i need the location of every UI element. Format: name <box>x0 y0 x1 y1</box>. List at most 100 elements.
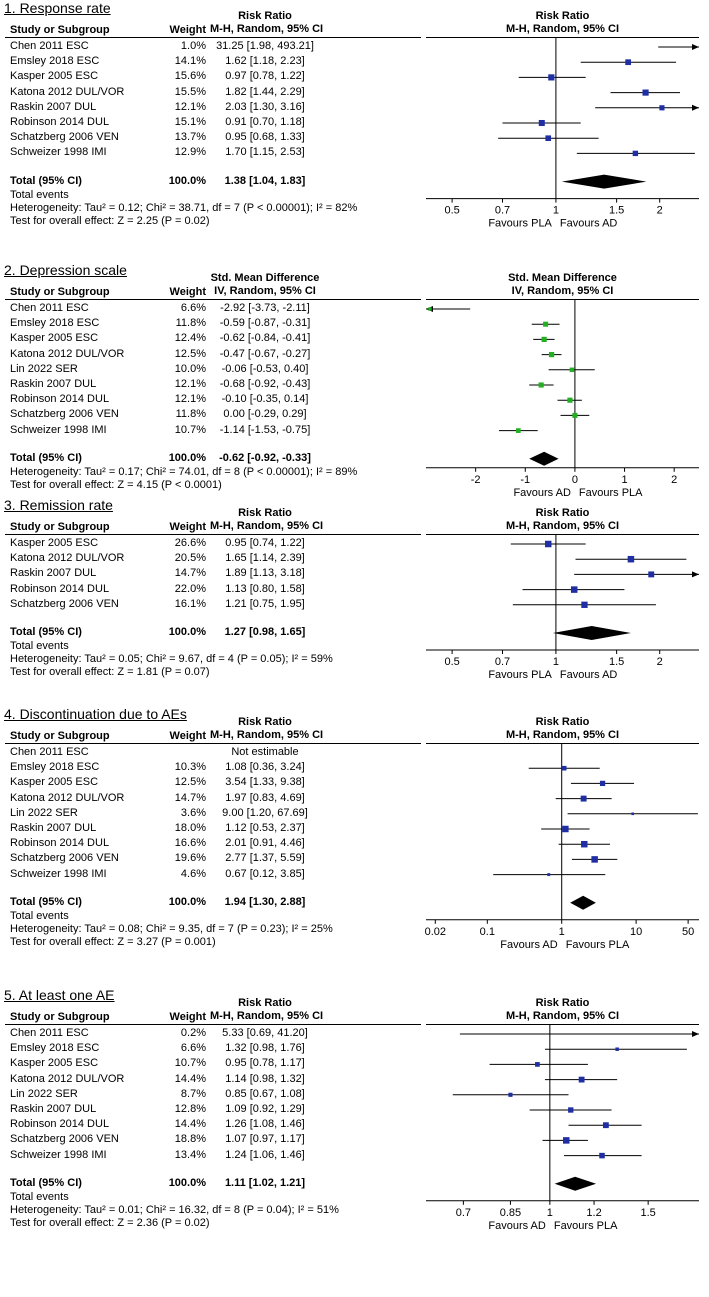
study-weight: 15.1% <box>174 116 206 128</box>
total-weight: 100.0% <box>168 174 206 187</box>
total-ci: 1.38 [1.04, 1.83] <box>224 174 306 187</box>
panel-title: 1. Response rate <box>4 0 111 16</box>
plot-method-header: M-H, Random, 95% CI <box>505 23 620 35</box>
study-estimate-marker <box>567 397 573 403</box>
panel-title: 2. Depression scale <box>4 262 127 278</box>
study-name: Emsley 2018 ESC <box>10 55 100 68</box>
study-estimate-marker <box>569 367 575 373</box>
weight-column-header: Weight <box>169 730 206 742</box>
study-weight: 10.7% <box>174 1057 206 1070</box>
total-weight: 100.0% <box>168 451 206 464</box>
forest-plot-area: 0.5 0.7 1 1.5 2 Favours PLA Favours AD <box>426 38 699 230</box>
study-estimate-marker <box>538 382 544 388</box>
plot-measure-header: Risk Ratio <box>535 716 590 728</box>
heterogeneity-text: Heterogeneity: Tau² = 0.12; Chi² = 38.71… <box>10 201 358 214</box>
study-name: Kasper 2005 ESC <box>10 70 99 83</box>
x-tick-label: 0.7 <box>495 656 510 668</box>
study-estimate-marker <box>508 1092 513 1097</box>
pooled-estimate-diamond <box>552 626 631 640</box>
study-name: Schatzberg 2006 VEN <box>10 131 119 144</box>
study-ci: -1.14 [-1.53, -0.75] <box>219 423 311 436</box>
x-tick-label: 0.02 <box>425 926 446 938</box>
study-weight: 0.2% <box>180 1027 206 1039</box>
total-events-label: Total events <box>10 909 69 922</box>
study-weight: 18.8% <box>174 1133 206 1146</box>
total-weight: 100.0% <box>168 895 206 908</box>
study-ci: -0.59 [-0.87, -0.31] <box>219 317 311 330</box>
ci-arrow-right <box>692 571 699 578</box>
study-estimate-marker <box>543 321 549 327</box>
measure-header: Risk Ratio <box>238 10 292 22</box>
study-estimate-marker <box>538 119 545 127</box>
study-weight: 12.1% <box>174 378 206 390</box>
ci-arrow-right <box>692 104 699 111</box>
x-tick-label: 0.5 <box>444 205 459 217</box>
x-tick-label: 1 <box>553 656 559 668</box>
plot-method-header: M-H, Random, 95% CI <box>505 729 620 741</box>
pooled-estimate-diamond <box>529 451 559 466</box>
total-ci: 1.11 [1.02, 1.21] <box>224 1176 306 1189</box>
study-ci: -0.68 [-0.92, -0.43] <box>219 378 311 390</box>
study-name: Chen 2011 ESC <box>10 1027 89 1039</box>
study-ci: 0.95 [0.78, 1.17] <box>225 1057 305 1070</box>
study-name: Robinson 2014 DUL <box>10 393 110 406</box>
header-rule <box>5 534 421 535</box>
method-header: M-H, Random, 95% CI <box>210 520 324 532</box>
study-weight: 13.4% <box>174 1148 206 1161</box>
favours-left-label: Favours PLA <box>488 218 552 230</box>
x-tick-label: 0.1 <box>480 926 495 938</box>
study-ci: 2.03 [1.30, 3.16] <box>225 100 305 113</box>
total-label: Total (95% CI) <box>10 451 82 464</box>
x-tick-label: 1 <box>621 474 627 486</box>
study-estimate-marker <box>548 351 555 358</box>
study-estimate-marker <box>561 765 567 771</box>
study-column-header: Study or Subgroup <box>10 1011 110 1023</box>
study-weight: 12.5% <box>174 347 206 360</box>
study-name: Emsley 2018 ESC <box>10 1042 100 1055</box>
study-name: Raskin 2007 DUL <box>10 567 97 580</box>
study-name: Schweizer 1998 IMI <box>10 1148 107 1161</box>
method-header: M-H, Random, 95% CI <box>210 23 324 35</box>
forest-plot-area: -2 -1 0 1 2 Favours AD Favours PLA <box>426 300 699 499</box>
study-weight: 15.6% <box>174 70 206 83</box>
x-tick-label: 1.5 <box>609 205 624 217</box>
x-tick-label: 0.85 <box>500 1207 521 1219</box>
study-ci: 1.12 [0.53, 2.37] <box>225 822 305 834</box>
study-estimate-marker <box>602 1122 609 1129</box>
study-weight: 22.0% <box>174 582 206 595</box>
study-weight: 14.7% <box>174 567 206 580</box>
study-ci: 0.97 [0.78, 1.22] <box>225 70 305 83</box>
study-ci: 1.26 [1.08, 1.46] <box>225 1118 305 1131</box>
plot-header-rule <box>426 299 699 300</box>
x-tick-label: 2 <box>657 205 663 217</box>
study-name: Schatzberg 2006 VEN <box>10 597 119 610</box>
study-estimate-marker <box>580 795 587 802</box>
total-events-label: Total events <box>10 188 69 201</box>
pooled-estimate-diamond <box>554 1176 597 1191</box>
study-name: Chen 2011 ESC <box>10 40 89 52</box>
total-label: Total (95% CI) <box>10 895 82 908</box>
study-estimate-marker <box>581 840 588 848</box>
total-ci: 1.94 [1.30, 2.88] <box>224 895 306 908</box>
x-tick-label: -1 <box>520 474 530 486</box>
study-weight: 12.9% <box>174 146 206 159</box>
study-ci: 1.07 [0.97, 1.17] <box>225 1133 305 1146</box>
study-name: Chen 2011 ESC <box>10 302 89 314</box>
total-events-label: Total events <box>10 640 69 652</box>
study-name: Schatzberg 2006 VEN <box>10 852 119 865</box>
study-name: Schweizer 1998 IMI <box>10 867 107 880</box>
study-weight: 10.7% <box>174 423 206 436</box>
total-events-label: Total events <box>10 1190 69 1203</box>
study-estimate-marker <box>535 1062 540 1067</box>
study-ci: -2.92 [-3.73, -2.11] <box>220 302 310 314</box>
study-estimate-marker <box>428 307 432 311</box>
total-label: Total (95% CI) <box>10 1176 82 1189</box>
overall-effect-text: Test for overall effect: Z = 4.15 (P < 0… <box>10 478 222 491</box>
study-name: Robinson 2014 DUL <box>10 582 110 595</box>
study-estimate-marker <box>632 150 639 157</box>
study-name: Schatzberg 2006 VEN <box>10 1133 119 1146</box>
study-ci: 0.00 [-0.29, 0.29] <box>223 408 307 421</box>
study-weight: 11.8% <box>175 317 206 330</box>
x-tick-label: 1.2 <box>586 1207 601 1219</box>
study-weight: 8.7% <box>180 1087 206 1100</box>
